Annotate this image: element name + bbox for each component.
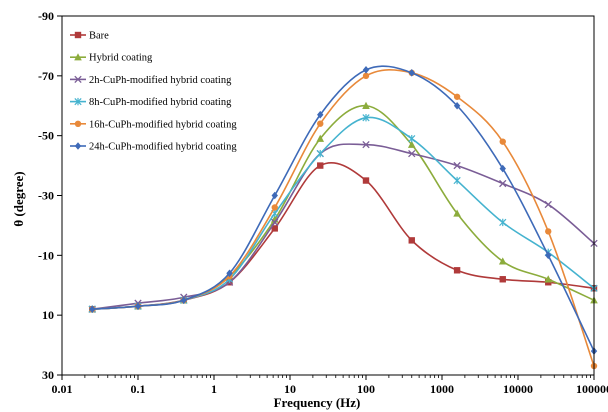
data-point	[407, 140, 416, 148]
y-tick-label: -10	[38, 248, 54, 262]
data-point	[453, 93, 461, 100]
data-point	[499, 164, 506, 173]
data-point-stroke	[499, 179, 507, 188]
legend-marker	[74, 53, 82, 61]
y-tick-label: -90	[38, 9, 54, 23]
x-tick-label: 10000	[503, 382, 533, 396]
y-axis-label: θ (degree)	[11, 171, 26, 226]
data-point	[316, 149, 324, 158]
y-tick-label: 10	[42, 308, 54, 322]
legend-item: Hybrid coating	[70, 53, 153, 64]
legend-label: 16h-CuPh-modified hybrid coating	[89, 119, 237, 130]
data-point-stroke	[544, 200, 552, 209]
x-axis-label: Frequency (Hz)	[274, 395, 361, 410]
legend-label: 8h-CuPh-modified hybrid coating	[89, 97, 232, 108]
legend-item: 16h-CuPh-modified hybrid coating	[70, 119, 237, 130]
legend-item: 8h-CuPh-modified hybrid coating	[70, 97, 232, 108]
data-point	[544, 275, 553, 283]
data-point-stroke	[408, 149, 416, 158]
data-point	[499, 138, 506, 145]
y-tick-label: -30	[38, 189, 54, 203]
legend-label: 24h-CuPh-modified hybrid coating	[89, 142, 237, 153]
legend: Bare Hybrid coating 2h-CuPh-modified hybri…	[70, 31, 237, 153]
data-point	[408, 149, 416, 158]
data-point	[317, 120, 324, 127]
legend-marker	[74, 120, 82, 128]
x-tick-label: 100	[357, 382, 375, 396]
data-point	[545, 228, 552, 235]
data-point	[453, 101, 461, 110]
data-point	[316, 134, 325, 142]
legend-marker	[74, 75, 82, 84]
y-tick-label: -50	[38, 129, 54, 143]
legend-label: Bare	[89, 31, 109, 42]
data-point	[499, 276, 506, 283]
data-point	[544, 200, 552, 209]
data-point	[271, 225, 278, 232]
legend-label: 2h-CuPh-modified hybrid coating	[89, 75, 232, 86]
data-point	[362, 66, 370, 74]
x-tick-label: 1	[211, 382, 217, 396]
x-tick-label: 100000	[576, 382, 608, 396]
legend-item: Bare	[70, 31, 109, 42]
data-point	[498, 257, 507, 265]
data-point	[362, 140, 370, 149]
axes-layer: 0.01 0.1 1 10 100 1000 10000 100000 -90 -70 -50 -30…	[38, 9, 608, 396]
data-point	[453, 267, 461, 274]
series-layer	[88, 65, 598, 370]
data-point	[89, 305, 96, 313]
legend-marker	[74, 142, 82, 150]
x-tick-label: 1000	[430, 382, 454, 396]
data-point	[317, 162, 324, 169]
data-point	[499, 218, 507, 227]
data-point	[271, 204, 278, 211]
data-point	[271, 218, 279, 227]
legend-marker	[74, 31, 82, 39]
data-point-stroke	[271, 218, 279, 227]
data-point-stroke	[453, 161, 461, 170]
legend-marker-stroke	[74, 75, 82, 84]
data-point	[408, 237, 415, 244]
legend-label: Hybrid coating	[89, 53, 153, 64]
y-tick-label: 30	[42, 368, 54, 382]
legend-item: 2h-CuPh-modified hybrid coating	[70, 75, 232, 86]
x-tick-label: 0.01	[52, 382, 73, 396]
series-6	[89, 65, 598, 355]
y-tick-label: -70	[38, 69, 54, 83]
x-tick-label: 0.1	[131, 382, 146, 396]
data-point	[317, 110, 324, 119]
data-point	[453, 161, 461, 170]
data-point	[180, 296, 187, 305]
data-point	[545, 251, 552, 260]
legend-item: 24h-CuPh-modified hybrid coating	[70, 142, 237, 153]
x-tick-label: 10	[284, 382, 296, 396]
data-point	[362, 114, 370, 122]
data-point	[453, 176, 461, 185]
data-point	[271, 191, 278, 200]
data-point-stroke	[362, 140, 370, 149]
data-point	[408, 69, 415, 77]
data-point	[226, 269, 233, 278]
data-point	[362, 177, 370, 184]
data-point	[362, 72, 370, 80]
data-point	[499, 179, 507, 188]
data-point	[362, 101, 370, 109]
legend-marker	[74, 97, 82, 106]
data-point	[453, 209, 461, 217]
data-point	[408, 134, 416, 143]
data-point	[134, 302, 142, 310]
